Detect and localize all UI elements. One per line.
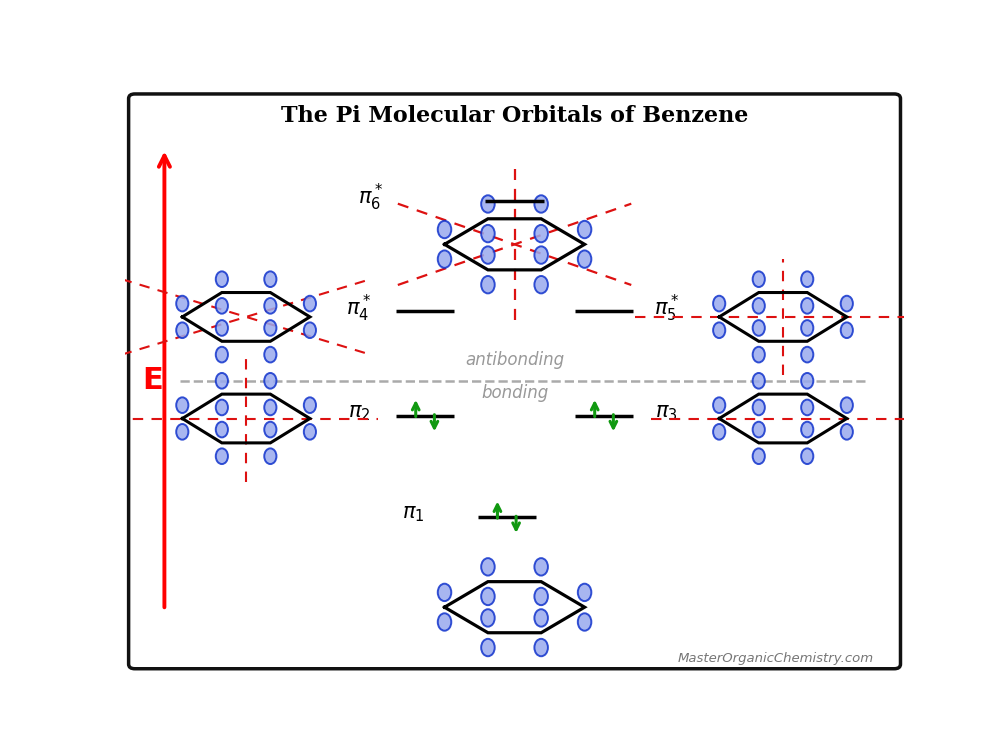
Ellipse shape [437,584,450,601]
Ellipse shape [752,421,764,437]
Ellipse shape [177,397,189,413]
Ellipse shape [800,320,812,336]
Ellipse shape [578,221,591,238]
Ellipse shape [800,421,812,437]
Ellipse shape [578,250,591,268]
Text: MasterOrganicChemistry.com: MasterOrganicChemistry.com [677,651,874,665]
Ellipse shape [712,397,724,413]
Ellipse shape [304,424,316,440]
Ellipse shape [800,347,812,363]
Ellipse shape [752,373,764,388]
Ellipse shape [264,421,276,437]
Ellipse shape [840,424,852,440]
Ellipse shape [264,320,276,336]
Ellipse shape [534,639,548,656]
Ellipse shape [177,424,189,440]
Ellipse shape [304,296,316,311]
Ellipse shape [437,250,450,268]
Text: $\pi_5^*$: $\pi_5^*$ [653,293,678,323]
Ellipse shape [437,221,450,238]
Ellipse shape [216,347,228,363]
Ellipse shape [264,271,276,287]
Ellipse shape [752,320,764,336]
Ellipse shape [304,323,316,338]
Ellipse shape [534,247,548,264]
Ellipse shape [712,323,724,338]
Ellipse shape [752,449,764,464]
Ellipse shape [480,195,494,213]
Ellipse shape [480,558,494,575]
Ellipse shape [752,298,764,314]
Ellipse shape [534,195,548,213]
Ellipse shape [216,400,228,415]
Ellipse shape [264,449,276,464]
Ellipse shape [712,424,724,440]
Ellipse shape [216,449,228,464]
FancyBboxPatch shape [128,94,900,669]
Ellipse shape [480,609,494,627]
Ellipse shape [840,323,852,338]
Ellipse shape [480,276,494,293]
Ellipse shape [840,296,852,311]
Ellipse shape [304,397,316,413]
Ellipse shape [578,584,591,601]
Ellipse shape [480,247,494,264]
Ellipse shape [712,296,724,311]
Ellipse shape [752,271,764,287]
Ellipse shape [437,613,450,630]
Ellipse shape [800,298,812,314]
Ellipse shape [800,400,812,415]
Text: $\pi_6^*$: $\pi_6^*$ [358,182,383,213]
Text: bonding: bonding [480,384,548,402]
Text: $\pi_2$: $\pi_2$ [347,403,370,422]
Text: antibonding: antibonding [464,351,564,369]
Text: $\pi_3$: $\pi_3$ [654,403,677,422]
Ellipse shape [177,296,189,311]
Text: E: E [142,366,162,395]
Ellipse shape [264,373,276,388]
Ellipse shape [216,320,228,336]
Ellipse shape [216,421,228,437]
Ellipse shape [534,588,548,605]
Ellipse shape [578,613,591,630]
Ellipse shape [534,225,548,242]
Ellipse shape [480,225,494,242]
Ellipse shape [752,347,764,363]
Ellipse shape [216,271,228,287]
Ellipse shape [800,449,812,464]
Text: The Pi Molecular Orbitals of Benzene: The Pi Molecular Orbitals of Benzene [281,105,747,127]
Text: $\pi_1$: $\pi_1$ [402,504,424,524]
Ellipse shape [264,298,276,314]
Ellipse shape [800,271,812,287]
Ellipse shape [264,347,276,363]
Ellipse shape [534,558,548,575]
Ellipse shape [534,276,548,293]
Ellipse shape [480,588,494,605]
Ellipse shape [264,400,276,415]
Ellipse shape [177,323,189,338]
Ellipse shape [216,373,228,388]
Ellipse shape [800,373,812,388]
Ellipse shape [216,298,228,314]
Text: $\pi_4^*$: $\pi_4^*$ [346,293,371,323]
Ellipse shape [840,397,852,413]
Ellipse shape [534,609,548,627]
Ellipse shape [480,639,494,656]
Ellipse shape [752,400,764,415]
